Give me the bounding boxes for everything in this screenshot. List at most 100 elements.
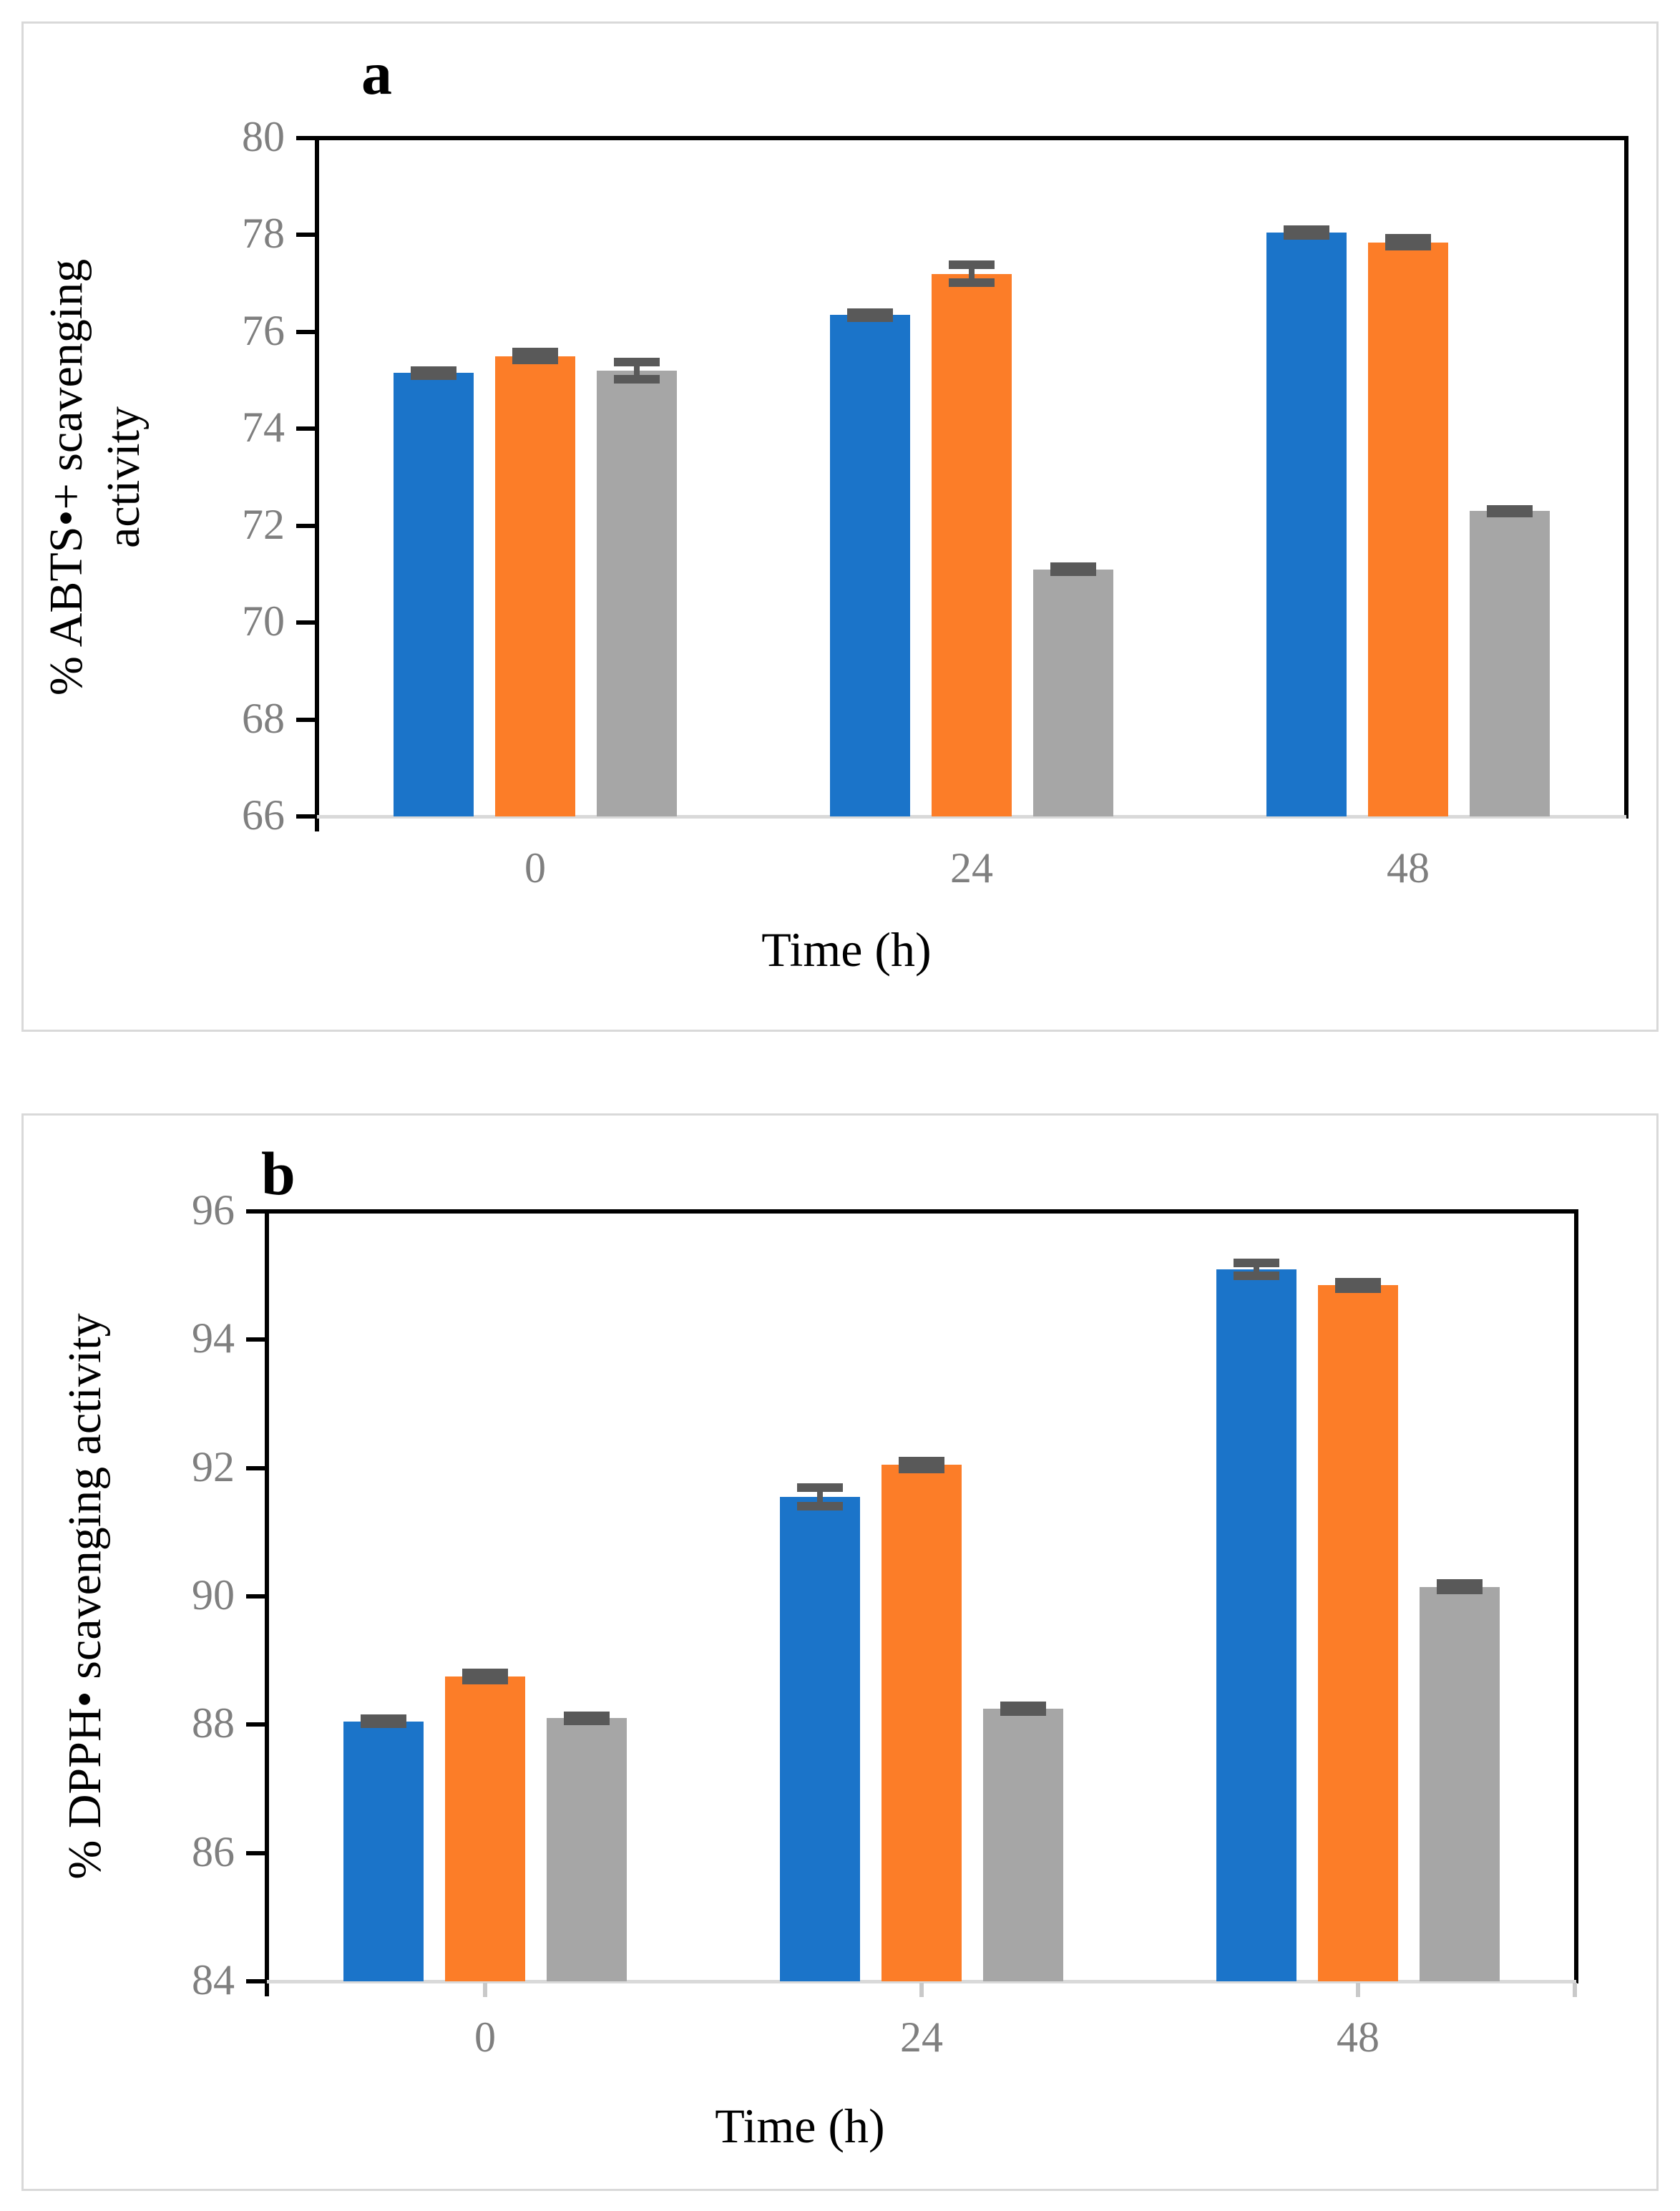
plot-top-border (265, 1209, 1578, 1214)
bar-blue-48 (1266, 233, 1347, 816)
bar-blue-24 (780, 1497, 860, 1981)
y-tick-mark (246, 1850, 265, 1855)
error-cap-bottom (1234, 1271, 1279, 1280)
y-tick-label: 68 (242, 694, 285, 742)
y-tick-label: 84 (192, 1956, 235, 2003)
x-tick-label: 24 (900, 2014, 943, 2061)
y-tick-mark (296, 426, 315, 431)
x-tick-label: 48 (1387, 844, 1430, 892)
bar-orange-0 (445, 1676, 525, 1981)
y-tick-label: 88 (192, 1699, 235, 1747)
y-tick-mark (296, 233, 315, 238)
error-whisker (634, 361, 640, 380)
y-tick-mark (296, 620, 315, 625)
x-tick-label: 0 (474, 2014, 496, 2061)
bar-gray-0 (597, 371, 677, 816)
y-tick-mark (246, 1337, 265, 1342)
y-tick-mark (296, 136, 315, 140)
error-cap-top (797, 1483, 843, 1492)
y-axis-line (265, 1209, 269, 1996)
error-cap-top (614, 357, 660, 366)
error-whisker (969, 265, 975, 283)
bar-blue-48 (1216, 1269, 1296, 1981)
dpph-bar-chart: 84 86 88 90 92 94 96 0 24 48 Time (h) % DPPH• scave… (24, 1116, 1656, 2189)
y-tick-label: 78 (242, 210, 285, 258)
y-axis-title-line: activity (97, 406, 150, 548)
error-cap-bottom (1385, 242, 1431, 250)
y-axis-line (315, 136, 319, 831)
y-tick-mark (246, 1594, 265, 1599)
y-tick-mark (246, 1979, 265, 1983)
y-tick-mark (296, 329, 315, 334)
bar-gray-48 (1420, 1586, 1500, 1981)
y-tick-mark (296, 717, 315, 722)
error-cap-top (1234, 1258, 1279, 1267)
panel-a: a 66 68 70 72 74 76 78 80 0 24 48 Time (h) % ABTS•+ … (21, 21, 1659, 1032)
error-cap-bottom (361, 1719, 406, 1729)
x-axis-title: Time (h) (761, 922, 932, 977)
x-baseline (317, 815, 1626, 819)
abts-bar-chart: 66 68 70 72 74 76 78 80 0 24 48 Time (h) % ABTS•+ sc… (24, 24, 1656, 1030)
y-tick-label: 72 (242, 500, 285, 548)
y-tick-label: 80 (242, 113, 285, 160)
error-cap-bottom (614, 375, 660, 384)
error-cap-bottom (512, 356, 558, 365)
error-whisker (1254, 1262, 1259, 1276)
panel-b-label: b (261, 1139, 296, 1208)
bar-gray-24 (983, 1708, 1063, 1981)
y-tick-label: 74 (242, 404, 285, 452)
error-cap-bottom (949, 278, 995, 287)
x-axis-title: Time (h) (715, 2099, 885, 2153)
y-tick-mark (296, 523, 315, 528)
bar-orange-24 (932, 273, 1012, 816)
error-cap-bottom (797, 1502, 843, 1511)
panel-a-label: a (361, 39, 392, 107)
y-tick-label: 66 (242, 791, 285, 839)
error-cap-top (512, 348, 558, 357)
bar-orange-0 (495, 356, 575, 816)
y-tick-mark (296, 814, 315, 819)
y-axis-title-line: % DPPH• scavenging activity (59, 1313, 111, 1880)
bar-orange-24 (881, 1465, 962, 1981)
error-cap-bottom (1335, 1284, 1381, 1293)
error-cap-bottom (411, 371, 456, 380)
y-tick-label: 92 (192, 1443, 235, 1490)
category-tick (1573, 1983, 1577, 1997)
bar-blue-24 (830, 315, 910, 816)
panel-b: b 84 86 88 90 92 94 96 0 24 48 Time (h) % DPPH• sca… (21, 1113, 1659, 2191)
bar-gray-24 (1033, 569, 1113, 816)
bar-orange-48 (1318, 1285, 1398, 1981)
y-tick-mark (246, 1722, 265, 1727)
plot-top-border (315, 136, 1628, 140)
error-cap-bottom (1284, 231, 1329, 240)
bar-gray-48 (1470, 511, 1550, 816)
y-tick-mark (246, 1465, 265, 1470)
y-tick-label: 90 (192, 1571, 235, 1619)
x-tick-label: 0 (524, 844, 546, 892)
error-cap-top (899, 1456, 944, 1465)
bar-orange-48 (1368, 242, 1448, 816)
category-tick (1356, 1983, 1360, 1997)
error-cap-top (949, 260, 995, 270)
x-tick-label: 24 (950, 844, 993, 892)
y-tick-label: 70 (242, 597, 285, 645)
y-tick-mark (246, 1209, 265, 1214)
y-axis-title: % ABTS•+ scavenging activity (38, 138, 152, 816)
error-whisker (817, 1487, 823, 1507)
error-cap-bottom (899, 1464, 944, 1473)
error-cap-bottom (1000, 1707, 1046, 1716)
error-cap-bottom (1487, 509, 1533, 518)
error-cap-bottom (564, 1716, 610, 1725)
plot-right-border (1574, 1209, 1578, 1983)
y-axis-title-line: % ABTS•+ scavenging (40, 258, 92, 696)
error-cap-top (462, 1668, 508, 1677)
bar-blue-0 (343, 1721, 424, 1981)
category-tick (483, 1983, 487, 1997)
error-cap-top (1385, 234, 1431, 243)
y-tick-label: 86 (192, 1827, 235, 1875)
y-tick-label: 96 (192, 1186, 235, 1234)
error-cap-bottom (1050, 567, 1096, 577)
error-cap-bottom (847, 313, 893, 322)
y-tick-label: 76 (242, 306, 285, 354)
